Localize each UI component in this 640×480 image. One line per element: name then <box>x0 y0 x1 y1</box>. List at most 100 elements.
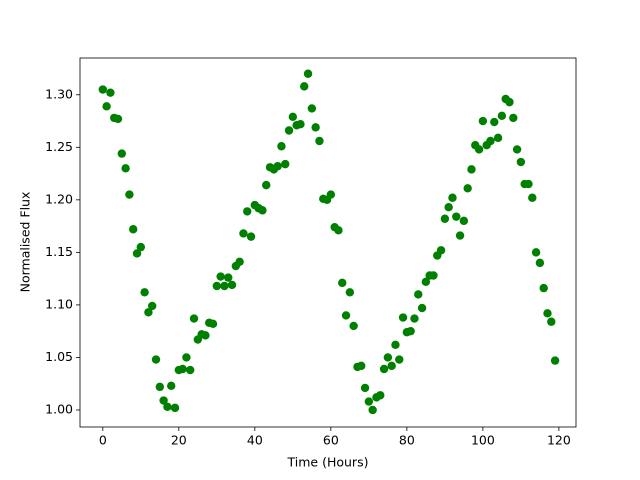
data-point <box>220 281 229 291</box>
data-point <box>364 397 374 406</box>
data-point <box>186 365 195 375</box>
data-point <box>395 355 404 364</box>
x-axis-label: Time (Hours) <box>287 455 369 470</box>
y-tick-label: 1.15 <box>45 244 73 259</box>
y-tick-label: 1.05 <box>45 349 73 364</box>
data-point <box>478 116 488 126</box>
data-point <box>531 248 541 257</box>
data-point <box>227 280 237 290</box>
data-point <box>387 361 396 371</box>
data-point <box>224 273 233 282</box>
data-point <box>535 258 545 268</box>
data-point <box>212 281 222 291</box>
data-point <box>505 97 514 107</box>
data-point <box>170 403 180 413</box>
y-tick-label: 1.30 <box>45 86 73 101</box>
data-point <box>258 206 267 215</box>
data-point <box>512 145 522 154</box>
data-point <box>148 301 157 311</box>
y-tick-label: 1.20 <box>45 191 73 206</box>
data-point <box>182 353 191 362</box>
data-point <box>117 149 127 158</box>
x-tick-label: 60 <box>323 433 339 448</box>
data-point <box>543 309 552 318</box>
data-point <box>444 202 453 212</box>
data-point <box>189 314 199 323</box>
data-point <box>303 69 313 78</box>
data-point <box>155 382 165 392</box>
data-point <box>452 212 461 221</box>
data-point <box>281 159 290 169</box>
data-point <box>246 232 256 241</box>
data-point <box>201 331 210 340</box>
data-point <box>383 353 393 362</box>
y-tick-label: 1.00 <box>45 401 73 416</box>
data-point <box>463 184 472 193</box>
data-point <box>307 104 317 113</box>
x-tick-label: 120 <box>547 433 571 448</box>
plot-frame <box>79 57 577 428</box>
data-point <box>163 402 172 412</box>
x-tick-label: 80 <box>399 433 415 448</box>
y-tick-label: 1.25 <box>45 139 73 154</box>
data-point <box>216 272 225 281</box>
data-point <box>448 193 457 202</box>
data-point <box>391 340 400 350</box>
data-point <box>311 123 320 132</box>
data-point <box>497 111 507 120</box>
data-point <box>398 313 408 322</box>
x-tick-label: 40 <box>247 433 263 448</box>
data-point <box>524 179 533 189</box>
data-point <box>539 283 548 293</box>
data-point <box>349 321 358 331</box>
data-point <box>136 242 146 252</box>
data-point <box>550 356 560 365</box>
data-point <box>357 361 366 371</box>
data-point <box>296 119 305 129</box>
data-point <box>113 114 123 124</box>
data-point <box>338 278 347 288</box>
data-point <box>132 249 142 258</box>
data-point <box>410 314 419 323</box>
data-point <box>429 271 438 280</box>
data-point <box>125 190 134 199</box>
data-point <box>440 214 450 223</box>
data-point <box>121 164 130 173</box>
data-point <box>167 381 176 391</box>
x-tick-label: 100 <box>471 433 495 448</box>
data-point <box>417 303 427 313</box>
data-point <box>262 180 271 190</box>
data-point <box>547 317 556 326</box>
data-point <box>151 355 161 364</box>
data-point <box>341 311 351 320</box>
data-point <box>379 364 389 374</box>
data-point <box>284 126 294 135</box>
data-point <box>528 193 537 202</box>
data-point <box>516 157 526 167</box>
x-tick-label: 20 <box>171 433 187 448</box>
data-point <box>98 85 108 94</box>
data-point <box>414 290 423 299</box>
data-point <box>486 136 495 146</box>
y-axis-label: Normalised Flux <box>18 192 33 293</box>
data-point <box>459 216 469 226</box>
data-point <box>490 117 499 127</box>
data-point <box>243 207 252 216</box>
data-point <box>436 246 446 255</box>
data-point <box>474 145 484 154</box>
data-point <box>102 102 111 111</box>
data-point <box>144 308 153 317</box>
data-point <box>326 190 336 199</box>
data-point <box>106 88 115 97</box>
data-point <box>467 165 476 174</box>
data-point <box>334 226 343 235</box>
data-point <box>360 383 370 393</box>
data-point <box>493 133 503 143</box>
data-point <box>376 391 385 400</box>
data-point <box>300 82 309 91</box>
data-point <box>208 319 218 329</box>
x-tick-label: 0 <box>99 433 107 448</box>
data-point <box>345 288 355 297</box>
data-point <box>273 162 282 171</box>
